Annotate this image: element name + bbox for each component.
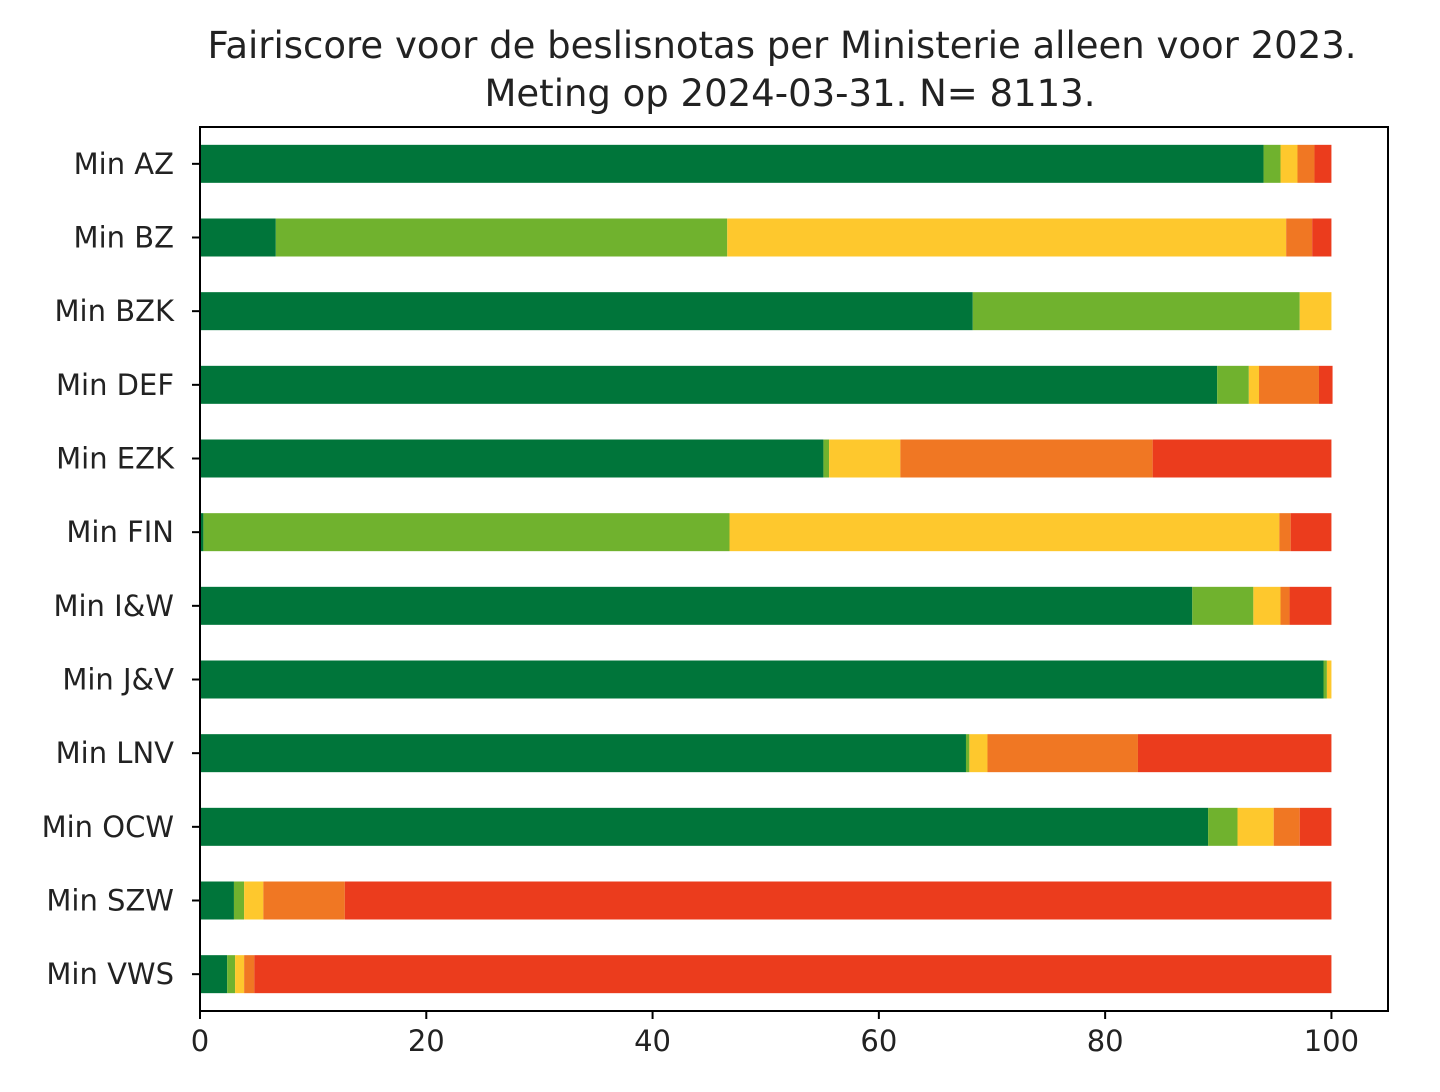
bar-min-bzk-score-1	[200, 292, 973, 331]
bar-min-def-score-4	[1259, 365, 1319, 404]
bar-min-bz-score-4	[1286, 218, 1313, 257]
bar-min-bzk-score-3	[1299, 292, 1332, 331]
bar-min-jv-score-3	[1326, 660, 1332, 699]
x-tick-label-60: 60	[860, 1024, 897, 1058]
y-tick-label-min-jv: Min J&V	[62, 663, 174, 697]
y-tick-label-min-iw: Min I&W	[53, 589, 174, 623]
bar-min-vws-score-2	[227, 955, 236, 994]
bar-min-ezk-score-1	[200, 439, 824, 478]
bar-min-lnv-score-1	[200, 734, 966, 773]
bar-min-szw-score-5	[344, 881, 1332, 920]
y-tick-label-min-lnv: Min LNV	[56, 736, 175, 770]
bar-min-ocw-score-2	[1208, 807, 1238, 846]
bar-min-iw-score-5	[1289, 586, 1332, 625]
bar-min-bzk-score-2	[972, 292, 1300, 331]
y-tick-label-min-az: Min AZ	[74, 147, 174, 181]
y-tick-label-min-bzk: Min BZK	[55, 294, 175, 328]
bar-min-lnv-score-5	[1137, 734, 1332, 773]
bar-min-def-score-5	[1318, 365, 1333, 404]
bar-min-szw-score-1	[200, 881, 234, 920]
bar-min-szw-score-4	[263, 881, 345, 920]
y-tick-label-min-ezk: Min EZK	[56, 442, 175, 476]
bar-min-jv-score-2	[1323, 660, 1327, 699]
bar-min-bz-score-3	[727, 218, 1287, 257]
bar-min-iw-score-2	[1192, 586, 1254, 625]
bar-min-szw-score-3	[244, 881, 264, 920]
y-tick-label-min-ocw: Min OCW	[42, 810, 174, 844]
bar-min-bz-score-1	[200, 218, 276, 257]
x-tick-label-100: 100	[1304, 1024, 1359, 1058]
bar-min-az-score-2	[1263, 144, 1281, 183]
bar-min-def-score-2	[1217, 365, 1249, 404]
bar-min-def-score-3	[1248, 365, 1260, 404]
bar-min-ocw-score-3	[1237, 807, 1274, 846]
x-tick-label-0: 0	[191, 1024, 209, 1058]
bar-min-az-score-3	[1280, 144, 1298, 183]
x-tick-label-40: 40	[634, 1024, 671, 1058]
bar-group	[200, 144, 1333, 994]
bar-min-fin-score-3	[729, 513, 1280, 552]
bar-min-ocw-score-5	[1299, 807, 1332, 846]
x-tick-label-80: 80	[1087, 1024, 1124, 1058]
bar-min-ocw-score-1	[200, 807, 1209, 846]
bar-min-ezk-score-2	[823, 439, 830, 478]
bar-min-bz-score-5	[1312, 218, 1332, 257]
plot-frame	[199, 126, 1389, 1012]
bar-min-lnv-score-3	[969, 734, 988, 773]
bar-min-bz-score-2	[275, 218, 728, 257]
bar-min-az-score-1	[200, 144, 1264, 183]
bar-min-ezk-score-5	[1152, 439, 1332, 478]
bar-min-iw-score-3	[1253, 586, 1281, 625]
bar-min-jv-score-1	[200, 660, 1324, 699]
bar-min-szw-score-2	[233, 881, 245, 920]
y-axis: Min AZ Min BZ Min BZK Min DEF Min EZK Min FIN…	[42, 147, 200, 991]
bar-min-ezk-score-4	[900, 439, 1153, 478]
chart-title: Fairiscore voor de beslisnotas per Minis…	[207, 24, 1356, 67]
bar-min-vws-score-4	[244, 955, 255, 994]
x-axis: 0 20 40 60 80 100	[191, 1011, 1359, 1058]
bar-min-lnv-score-4	[987, 734, 1138, 773]
bar-min-iw-score-4	[1280, 586, 1290, 625]
y-tick-label-min-bz: Min BZ	[74, 221, 174, 255]
bar-min-fin-score-4	[1279, 513, 1291, 552]
bar-min-ezk-score-3	[829, 439, 901, 478]
y-tick-label-min-vws: Min VWS	[46, 957, 174, 991]
bar-min-az-score-4	[1297, 144, 1315, 183]
bar-min-fin-score-1	[200, 513, 204, 552]
bar-min-def-score-1	[200, 365, 1218, 404]
bar-min-vws-score-5	[254, 955, 1332, 994]
bar-min-vws-score-3	[235, 955, 245, 994]
bar-min-fin-score-5	[1290, 513, 1332, 552]
bar-min-vws-score-1	[200, 955, 228, 994]
chart-subtitle: Meting op 2024-03-31. N= 8113.	[485, 72, 1096, 115]
bar-min-ocw-score-4	[1273, 807, 1300, 846]
y-tick-label-min-fin: Min FIN	[66, 515, 174, 549]
bar-min-lnv-score-2	[965, 734, 970, 773]
y-tick-label-min-szw: Min SZW	[46, 884, 174, 918]
bar-min-iw-score-1	[200, 586, 1193, 625]
bar-min-fin-score-2	[203, 513, 730, 552]
y-tick-label-min-def: Min DEF	[56, 368, 174, 402]
x-tick-label-20: 20	[408, 1024, 445, 1058]
bar-min-az-score-5	[1314, 144, 1332, 183]
